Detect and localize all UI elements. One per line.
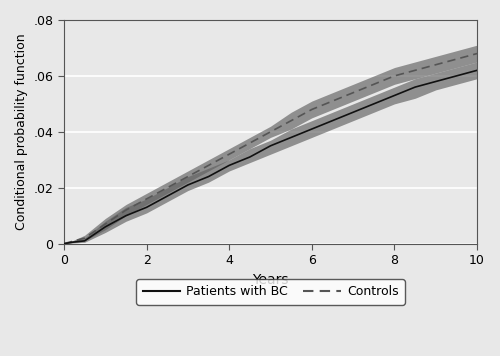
X-axis label: Years: Years — [252, 273, 289, 287]
Legend: Patients with BC, Controls: Patients with BC, Controls — [136, 279, 404, 304]
Y-axis label: Conditional probability function: Conditional probability function — [15, 33, 28, 230]
